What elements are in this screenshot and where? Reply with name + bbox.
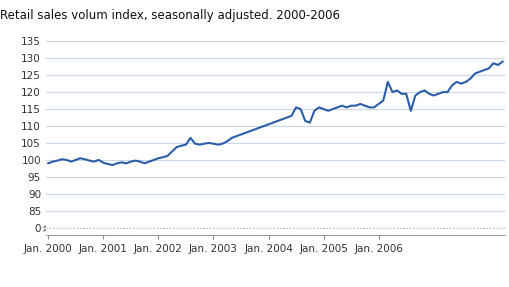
Text: Retail sales volum index, seasonally adjusted. 2000-2006: Retail sales volum index, seasonally adj… <box>0 9 340 22</box>
